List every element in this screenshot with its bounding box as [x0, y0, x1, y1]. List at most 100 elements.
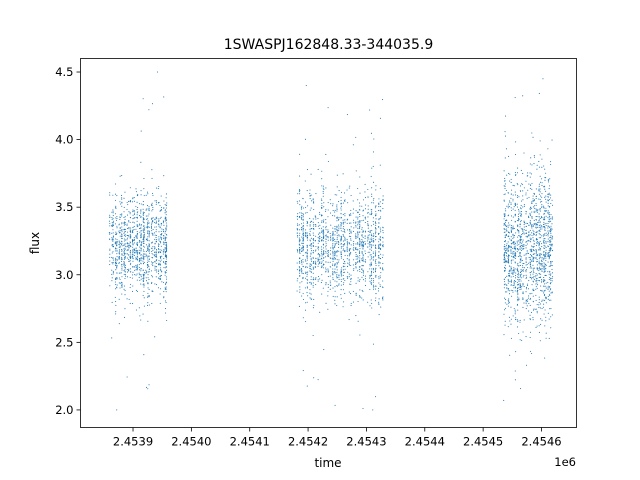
- data-point: [357, 236, 359, 238]
- data-point: [529, 272, 531, 274]
- data-point: [543, 280, 545, 282]
- data-point: [340, 254, 342, 256]
- data-point: [319, 237, 321, 239]
- data-point: [307, 271, 309, 273]
- data-point: [338, 217, 340, 219]
- data-point: [548, 218, 550, 220]
- data-point: [126, 227, 129, 230]
- data-point: [123, 248, 125, 250]
- data-point: [539, 191, 541, 193]
- data-point: [541, 166, 543, 168]
- data-point: [315, 263, 317, 265]
- x-tick-label: 2.4546: [521, 435, 561, 449]
- data-point: [342, 289, 345, 291]
- data-point: [536, 238, 538, 240]
- data-point: [375, 288, 377, 290]
- data-point: [533, 223, 535, 225]
- data-point: [344, 292, 346, 295]
- data-point: [314, 267, 316, 269]
- data-point: [528, 196, 530, 198]
- data-point: [350, 236, 352, 238]
- data-point: [321, 279, 323, 281]
- data-point: [132, 244, 134, 246]
- data-point: [344, 239, 346, 241]
- data-point: [334, 257, 336, 259]
- data-point: [124, 308, 126, 310]
- data-point: [538, 253, 540, 255]
- data-point: [330, 238, 332, 240]
- data-point: [538, 92, 540, 95]
- data-point: [309, 268, 311, 270]
- data-point: [508, 270, 510, 272]
- data-point: [299, 269, 301, 272]
- data-point: [306, 292, 308, 294]
- data-point: [332, 287, 334, 289]
- data-point: [134, 269, 136, 271]
- data-point: [327, 308, 329, 310]
- data-point: [114, 247, 116, 249]
- data-point: [355, 226, 357, 228]
- data-point: [372, 241, 374, 243]
- data-point: [344, 237, 346, 239]
- data-point: [321, 207, 323, 209]
- x-tick-label: 2.4545: [463, 435, 503, 449]
- data-point: [519, 190, 522, 192]
- data-point: [551, 139, 553, 141]
- data-point: [147, 282, 149, 284]
- data-point: [129, 264, 131, 266]
- data-point: [340, 238, 342, 240]
- data-point: [114, 248, 117, 250]
- data-point: [306, 245, 308, 247]
- data-point: [131, 239, 134, 241]
- data-point: [336, 259, 338, 261]
- data-point: [378, 287, 380, 289]
- data-point: [528, 310, 530, 312]
- data-point: [302, 238, 304, 240]
- data-point: [362, 270, 364, 272]
- data-point: [301, 248, 303, 250]
- data-point: [115, 233, 117, 236]
- data-point: [532, 288, 534, 290]
- data-point: [147, 224, 149, 226]
- data-point: [532, 273, 534, 275]
- data-point: [362, 258, 364, 260]
- data-point: [539, 254, 541, 256]
- data-point: [301, 214, 303, 217]
- data-point: [503, 287, 505, 289]
- data-point: [510, 306, 512, 308]
- data-point: [512, 272, 514, 274]
- data-point: [312, 284, 314, 287]
- data-point: [347, 262, 349, 264]
- data-point: [512, 275, 514, 278]
- data-point: [320, 267, 323, 269]
- data-point: [112, 240, 114, 242]
- data-point: [340, 269, 342, 271]
- data-point: [318, 261, 321, 264]
- data-point: [538, 258, 540, 260]
- data-point: [338, 250, 340, 252]
- data-point: [121, 286, 123, 288]
- data-point: [369, 234, 371, 236]
- data-point: [112, 245, 114, 247]
- data-point: [302, 224, 304, 227]
- data-point: [114, 296, 116, 298]
- data-point: [372, 269, 375, 271]
- data-point: [154, 251, 156, 253]
- data-point: [320, 214, 322, 216]
- data-point: [147, 259, 149, 261]
- data-point: [364, 241, 366, 243]
- data-point: [336, 281, 338, 283]
- data-point: [533, 275, 535, 278]
- data-point: [338, 278, 340, 280]
- data-point: [343, 240, 345, 242]
- data-point: [334, 246, 336, 248]
- data-point: [531, 245, 533, 247]
- data-point: [541, 246, 543, 248]
- data-point: [323, 250, 325, 252]
- data-point: [136, 269, 138, 271]
- data-point: [346, 189, 348, 191]
- data-point: [118, 249, 121, 251]
- data-point: [148, 234, 150, 236]
- data-point: [369, 109, 371, 111]
- data-point: [148, 246, 151, 248]
